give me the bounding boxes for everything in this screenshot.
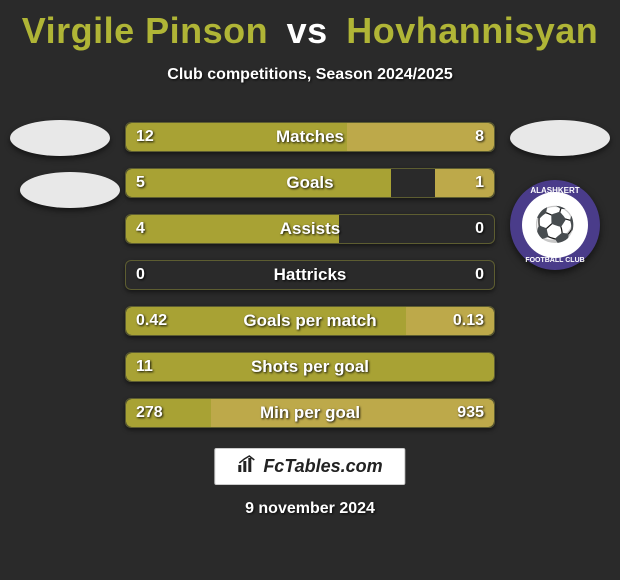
stat-label: Goals (126, 169, 494, 197)
brand-box: FcTables.com (214, 448, 405, 485)
vs-text: vs (287, 10, 328, 51)
stat-label: Shots per goal (126, 353, 494, 381)
club-badge-bottom-text: FOOTBALL CLUB (525, 257, 584, 264)
player1-club-placeholder (20, 172, 120, 208)
soccer-ball-icon: ⚽ (534, 205, 576, 245)
stat-row: 40Assists (125, 214, 495, 244)
player2-avatar-placeholder (510, 120, 610, 156)
player1-name: Virgile Pinson (22, 10, 268, 51)
date-text: 9 november 2024 (0, 500, 620, 518)
stat-row: 11Shots per goal (125, 352, 495, 382)
chart-icon (237, 455, 257, 478)
player2-name: Hovhannisyan (346, 10, 598, 51)
comparison-title: Virgile Pinson vs Hovhannisyan (0, 0, 620, 52)
subtitle: Club competitions, Season 2024/2025 (0, 66, 620, 84)
stat-row: 0.420.13Goals per match (125, 306, 495, 336)
player2-club-badge: ALASHKERT ⚽ FOOTBALL CLUB (510, 180, 600, 270)
brand-text: FcTables.com (263, 456, 382, 477)
stat-row: 00Hattricks (125, 260, 495, 290)
stat-label: Assists (126, 215, 494, 243)
stat-row: 51Goals (125, 168, 495, 198)
stats-container: 128Matches 51Goals 40Assists 00Hattricks 0.4… (125, 122, 495, 444)
club-badge-top-text: ALASHKERT (530, 186, 579, 195)
stat-label: Hattricks (126, 261, 494, 289)
stat-label: Min per goal (126, 399, 494, 427)
stat-row: 278935Min per goal (125, 398, 495, 428)
stat-label: Goals per match (126, 307, 494, 335)
player1-avatar-placeholder (10, 120, 110, 156)
stat-label: Matches (126, 123, 494, 151)
stat-row: 128Matches (125, 122, 495, 152)
club-badge-inner: ⚽ (522, 192, 588, 258)
